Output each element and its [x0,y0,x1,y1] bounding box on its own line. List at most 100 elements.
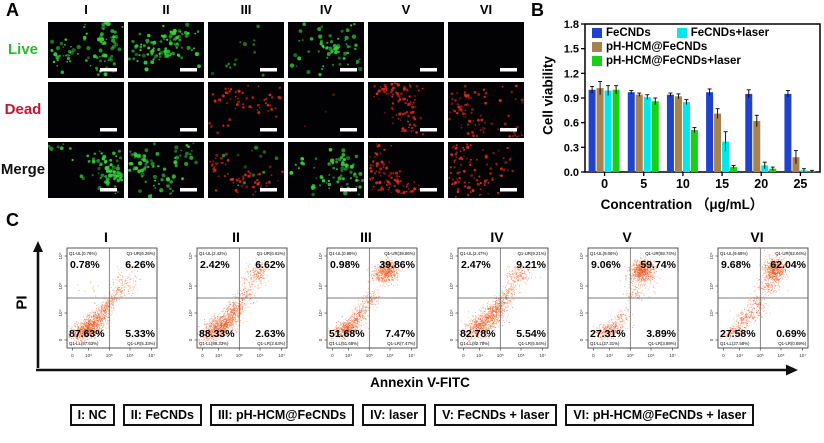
row-label-live: Live [7,41,38,58]
c-y-axis-label: PI [13,295,31,310]
svg-text:10⁵: 10⁵ [236,353,243,358]
svg-text:10⁴: 10⁴ [188,309,193,316]
legend-swatch-fecnds [592,28,602,38]
svg-text:Q1-LR(2.63%): Q1-LR(2.63%) [257,341,285,346]
svg-text:10⁴: 10⁴ [85,353,92,358]
svg-text:10⁷: 10⁷ [148,353,155,358]
svg-text:25: 25 [793,177,807,191]
bar-pH-HCM@FeCNDs-25 [792,150,800,172]
flow-title-6: VI [750,229,764,245]
legend-item-fecnds: FeCNDs [592,26,651,40]
svg-text:Q1-LL(88.33%): Q1-LL(88.33%) [199,341,229,346]
svg-text:10⁵: 10⁵ [58,282,63,289]
bar-FeCNDs+laser-15 [722,131,730,172]
svg-text:0.78%: 0.78% [70,259,100,271]
legend-box-phhcm-laser-label: VI: pH-HCM@FeCNDs + laser [573,408,747,422]
micrograph-dead-III [208,82,284,138]
svg-text:10⁵: 10⁵ [188,282,193,289]
c-x-axis-label: Annexin V-FITC [370,375,470,390]
legend-box-fecnds: II: FeCNDs [122,404,202,426]
legend-swatch-phhcm-laser [592,56,602,66]
bar-pH-HCM@FeCNDs-10 [674,93,682,172]
panel-c-label: C [6,210,19,230]
svg-text:Q1-UR(6.26%): Q1-UR(6.26%) [127,251,156,256]
bar-pH-HCM@FeCNDs+laser-0 [612,85,620,172]
flow-plot-II: 0 10⁴ 10⁵ 10⁶ 10⁷ 0 10⁴ 10⁵ 10⁶ Q1-UL(2.42%) Q1-UR… [188,247,288,358]
legend-label-fecnds-laser: FeCNDs+laser [690,27,770,39]
svg-text:6.26%: 6.26% [125,259,155,271]
legend-box-phhcm-label: III: pH-HCM@FeCNDs [217,408,347,422]
bar-pH-HCM@FeCNDs-0 [596,81,604,172]
svg-text:6.62%: 6.62% [255,259,285,271]
bar-FeCNDs+laser-25 [800,168,808,172]
panel-a-col-header-6: VI [479,2,493,17]
panel-a-col-header-2: II [162,2,170,17]
micrograph-live-V [368,22,444,78]
panel-a-col-header-1: I [84,2,88,17]
micrograph-live-II [128,22,204,78]
micrograph-live-IV [288,22,364,78]
legend-label-fecnds: FeCNDs [606,27,651,39]
bar-FeCNDs-5 [627,90,635,172]
row-label-dead: Dead [4,101,42,118]
svg-text:Q1-UL(2.42%): Q1-UL(2.42%) [199,251,227,256]
flow-title-4: IV [490,229,504,245]
panel-b-label: B [531,0,544,20]
bar-pH-HCM@FeCNDs-15 [714,108,722,172]
legend-box-nc: I: NC [69,404,115,426]
svg-text:5: 5 [640,177,647,191]
legend-item-fecnds-laser: FeCNDs+laser [676,26,770,40]
micrograph-merge-V [368,142,444,198]
micrograph-dead-I [48,82,124,138]
svg-text:87.63%: 87.63% [69,328,105,340]
legend-item-phhcm: pH-HCM@FeCNDs [592,40,707,54]
svg-text:10: 10 [676,177,690,191]
micrograph-live-VI [448,22,524,78]
micrograph-merge-VI [448,142,524,198]
svg-text:10⁷: 10⁷ [408,353,415,358]
micrograph-dead-V [368,82,444,138]
legend-box-fecnds-laser-label: V: FeCNDs + laser [442,408,550,422]
bar-FeCNDs+laser-10 [682,99,690,172]
bar-pH-HCM@FeCNDs-20 [753,114,761,172]
legend-box-fecnds-laser: V: FeCNDs + laser [434,404,558,426]
b-chart-legend: FeCNDs FeCNDs+laser pH-HCM@FeCNDs pH-HCM… [592,26,769,68]
panel-a-col-header-4: IV [319,2,333,17]
legend-box-phhcm: III: pH-HCM@FeCNDs [209,404,355,426]
flow-plot-I: 0 10⁴ 10⁵ 10⁶ 10⁷ 0 10⁴ 10⁵ 10⁶ Q1-UL(0.78%) Q1-UR… [58,247,158,358]
svg-text:Q1-UR(6.62%): Q1-UR(6.62%) [257,251,286,256]
flow-title-1: I [104,229,108,245]
bar-pH-HCM@FeCNDs+laser-10 [690,127,698,172]
svg-text:10⁵: 10⁵ [318,282,323,289]
micrograph-merge-II [128,142,204,198]
svg-text:0: 0 [331,353,334,358]
flow-title-3: III [360,229,372,245]
svg-text:88.33%: 88.33% [199,328,235,340]
legend-item-phhcm-laser: pH-HCM@FeCNDs+laser [592,54,741,68]
micrograph-dead-VI [448,82,524,138]
svg-text:15: 15 [715,177,729,191]
legend-label-phhcm-laser: pH-HCM@FeCNDs+laser [606,55,741,67]
micrograph-merge-III [208,142,284,198]
flow-title-5: V [622,229,632,245]
svg-text:1.5: 1.5 [564,44,579,56]
svg-text:Q1-LR(5.33%): Q1-LR(5.33%) [127,341,155,346]
bar-FeCNDs+laser-5 [643,94,651,172]
legend-swatch-fecnds-laser [676,28,687,38]
svg-text:0: 0 [58,338,63,341]
svg-text:10⁶: 10⁶ [386,353,393,358]
svg-text:10⁴: 10⁴ [58,309,63,316]
legend-label-phhcm: pH-HCM@FeCNDs [606,41,708,53]
bar-FeCNDs-20 [745,89,753,172]
svg-text:10⁶: 10⁶ [126,353,133,358]
svg-text:0.6: 0.6 [564,118,579,130]
svg-text:2.42%: 2.42% [200,259,230,271]
svg-text:10⁴: 10⁴ [345,353,352,358]
svg-text:10⁵: 10⁵ [366,353,373,358]
bar-FeCNDs-10 [666,92,674,172]
legend-box-laser: IV: laser [362,404,427,426]
svg-text:10⁴: 10⁴ [318,309,323,316]
svg-text:10⁴: 10⁴ [215,353,222,358]
